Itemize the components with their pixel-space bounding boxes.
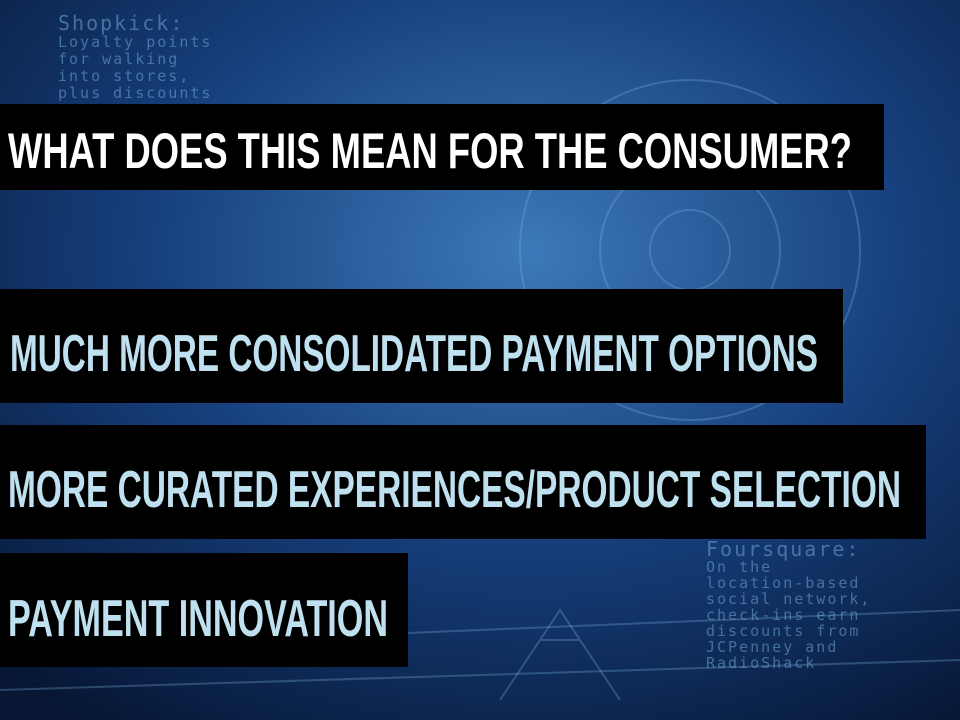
- background-text-line: discounts from: [706, 622, 860, 640]
- bullet: PAYMENT INNOVATION: [8, 590, 388, 648]
- bullet: MORE CURATED EXPERIENCES/PRODUCT SELECTI…: [8, 461, 901, 519]
- background-text-line: plus discounts: [58, 84, 212, 102]
- bullet-box: [0, 425, 926, 539]
- background-text-line: JCPenney and: [706, 638, 838, 656]
- bullet: MUCH MORE CONSOLIDATED PAYMENT OPTIONS: [10, 325, 818, 383]
- background-text-line: check-ins earn: [706, 606, 860, 624]
- background-text-line: Shopkick:: [58, 11, 184, 35]
- title-box: [0, 104, 884, 190]
- slide-title: WHAT DOES THIS MEAN FOR THE CONSUMER?: [8, 123, 852, 179]
- background-text-line: social network,: [706, 590, 871, 608]
- background-text-line: Foursquare:: [706, 537, 860, 561]
- bullet-box: [0, 553, 408, 667]
- background-text-line: for walking: [58, 50, 179, 68]
- background-text-line: into stores,: [58, 67, 190, 85]
- background-text-line: Loyalty points: [58, 33, 212, 51]
- background-text-line: location-based: [706, 574, 860, 592]
- background-text-line: RadioShack: [706, 654, 816, 672]
- bullet-box: [0, 289, 843, 403]
- background-text-line: On the: [706, 558, 772, 576]
